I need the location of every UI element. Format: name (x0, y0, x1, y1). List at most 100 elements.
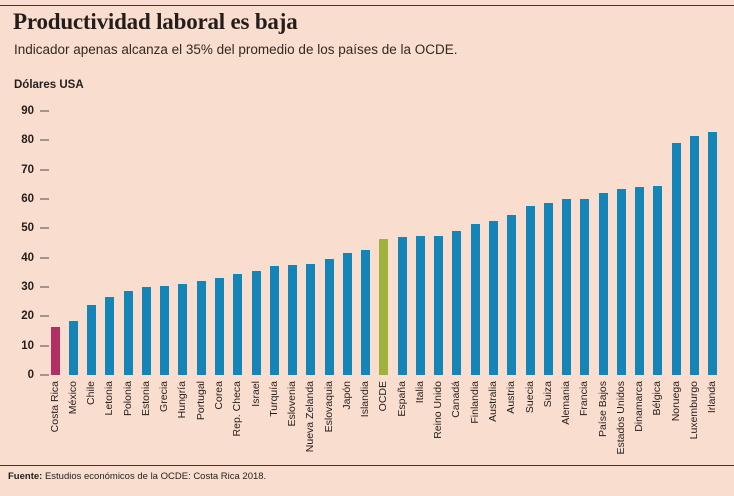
x-label-col: Canadá (448, 381, 466, 418)
bar-col (283, 111, 301, 375)
bar-suiza (543, 203, 553, 375)
x-label-col: Eslovaquia (320, 381, 338, 432)
x-label-col: Reino Unido (430, 381, 448, 439)
bar-israel (251, 270, 261, 375)
bar-portugal (196, 281, 206, 375)
x-label-col: Alemania (557, 381, 575, 425)
y-tick-dash (40, 344, 49, 347)
y-tick-40: 40 (12, 251, 49, 265)
y-tick-dash (40, 256, 49, 259)
x-label-col: Paíse Bajos (594, 381, 612, 437)
y-tick-dash (40, 110, 49, 112)
x-label-col: Chile (83, 381, 101, 405)
x-label-col: Australia (484, 381, 502, 422)
x-label-col: Israel (247, 381, 265, 407)
x-label-col: Islandia (357, 381, 375, 417)
x-label-col: Nueva Zelanda (302, 381, 320, 452)
x-label: Chile (85, 381, 98, 405)
x-label-col: Luxemburgo (685, 381, 703, 439)
y-tick-10: 10 (12, 339, 49, 353)
source-text: Estudios económicos de la OCDE: Costa Ri… (42, 471, 267, 482)
bar-col (375, 111, 393, 375)
bar-col (411, 111, 429, 375)
x-label-col: Noruega (667, 381, 685, 421)
x-label-col: Irlanda (704, 381, 722, 413)
bar-col (594, 111, 612, 375)
bar-b-lgica (653, 185, 663, 375)
bar-estados-unidos (616, 188, 626, 375)
y-tick-0: 0 (12, 368, 49, 382)
x-label-col: Suiza (539, 381, 557, 407)
bar-nueva-zelanda (306, 263, 316, 375)
x-label: Turquía (267, 381, 280, 417)
bar-luxemburgo (689, 135, 699, 375)
bar-col (64, 111, 82, 375)
x-label: Canadá (450, 381, 463, 418)
bar-col (466, 111, 484, 375)
bar-col (612, 111, 630, 375)
x-label: Suecia (523, 381, 536, 414)
x-label: Alemania (560, 381, 573, 425)
bar-col (521, 111, 539, 375)
x-label-col: OCDE (375, 381, 393, 411)
x-label: México (66, 381, 79, 415)
bar-hungr-a (178, 284, 188, 375)
bar-col (430, 111, 448, 375)
x-label: Japón (340, 381, 353, 410)
bar-col (393, 111, 411, 375)
x-label-col: Eslovenia (283, 381, 301, 427)
bar-letonia (105, 297, 115, 375)
bar-col (357, 111, 375, 375)
bar-estonia (141, 287, 151, 375)
bar-col (631, 111, 649, 375)
x-label-col: Rep. Checa (229, 381, 247, 436)
bar-corea (215, 278, 225, 375)
bar-irlanda (708, 131, 718, 375)
x-label-col: Estonia (137, 381, 155, 416)
x-label-col: Japón (338, 381, 356, 410)
source-note: Fuente: Estudios económicos de la OCDE: … (8, 471, 266, 482)
bar-col (83, 111, 101, 375)
x-label-col: Francia (576, 381, 594, 416)
x-label-col: Bélgica (649, 381, 667, 415)
x-label: Suiza (541, 381, 554, 408)
x-label: Israel (249, 381, 262, 407)
x-label: Finlandia (468, 381, 481, 424)
x-label: Luxemburgo (687, 381, 700, 440)
x-label: Rep. Checa (231, 381, 244, 437)
x-label: Australia (487, 381, 499, 422)
x-label: Grecia (158, 381, 171, 412)
x-label-col: Italia (411, 381, 429, 403)
bar-ocde (379, 238, 389, 375)
bar-italia (415, 235, 425, 375)
x-label: Estados Unidos (614, 381, 627, 455)
bar-col (229, 111, 247, 375)
bar-finlandia (470, 223, 480, 375)
bar-canad- (452, 231, 462, 375)
x-label-col: Portugal (192, 381, 210, 420)
y-tick-20: 20 (12, 309, 49, 323)
y-tick-90: 90 (12, 104, 49, 118)
y-tick-60: 60 (12, 192, 49, 206)
bar-col (137, 111, 155, 375)
y-tick-label: 40 (21, 251, 34, 264)
bar-col (247, 111, 265, 375)
y-tick-dash (40, 286, 49, 288)
x-label-col: México (64, 381, 82, 414)
bar-col (46, 111, 64, 375)
y-tick-label: 50 (21, 222, 34, 235)
bar-col (576, 111, 594, 375)
chart-title: Productividad laboral es baja (13, 9, 298, 34)
source-label: Fuente: (8, 471, 43, 482)
bars-area (46, 111, 722, 375)
y-tick-label: 30 (21, 281, 34, 293)
y-tick-dash (40, 374, 49, 376)
y-tick-label: 0 (27, 369, 34, 381)
bar-col (156, 111, 174, 375)
top-rule (0, 5, 734, 6)
bar-jap-n (342, 253, 352, 375)
y-tick-label: 20 (21, 310, 34, 323)
bar-polonia (123, 291, 133, 375)
bar-col (539, 111, 557, 375)
